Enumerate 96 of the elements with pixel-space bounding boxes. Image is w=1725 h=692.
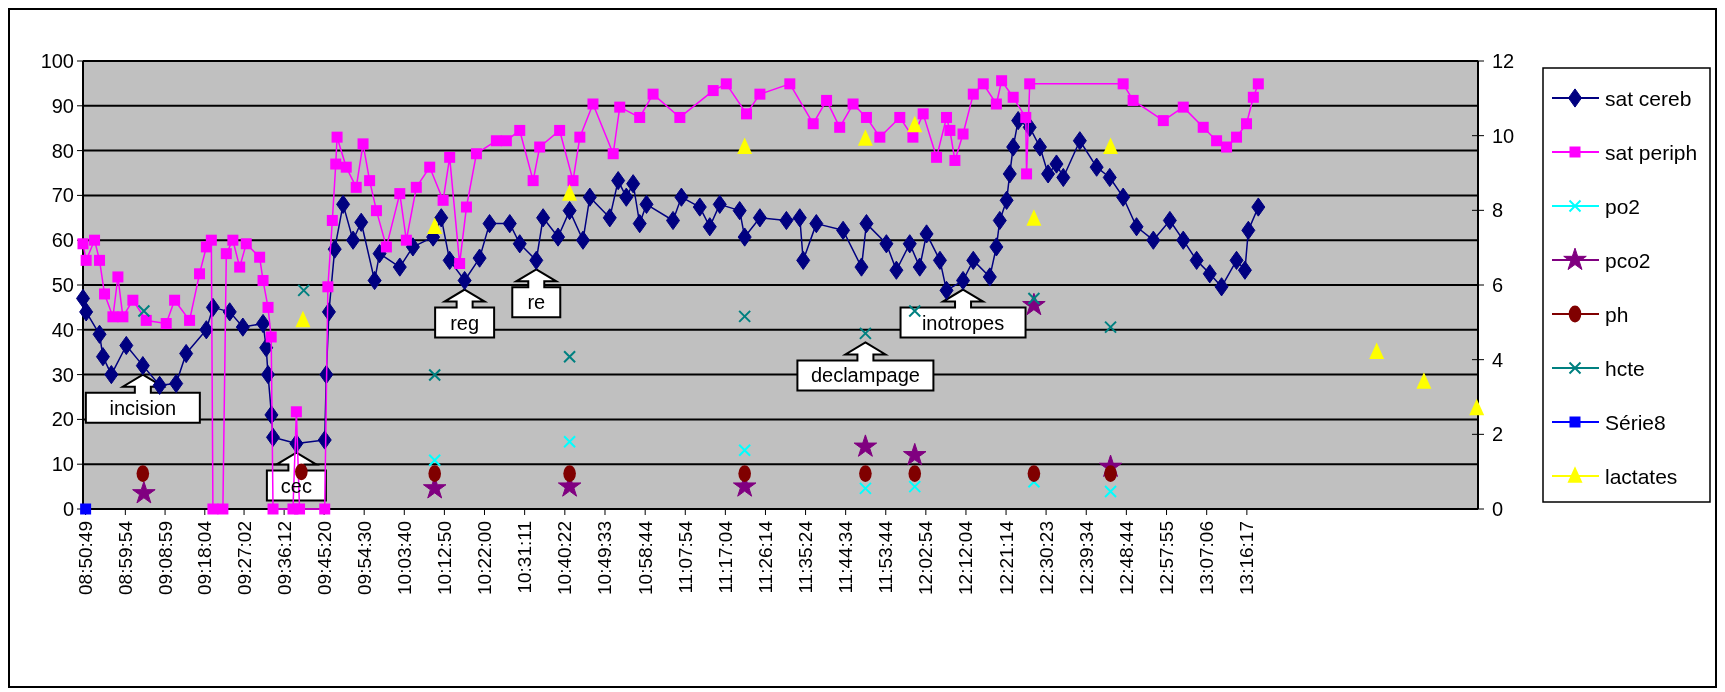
y-tick-label: 100 (40, 50, 74, 72)
y2-tick-label: 0 (1492, 498, 1504, 520)
x-tick-label: 09:45:20 (313, 521, 335, 595)
y-tick-label: 70 (51, 184, 74, 207)
x-tick-label: 10:31:11 (514, 521, 536, 594)
y-tick-label: 30 (51, 363, 74, 386)
point (563, 465, 576, 483)
x-tick-label: 11:44:34 (835, 520, 857, 594)
annotation: declampage (810, 364, 920, 387)
x-tick-label: 11:26:14 (754, 520, 776, 594)
x-tick-label: 10:40:22 (554, 521, 576, 595)
legend-label: Série8 (1605, 410, 1666, 434)
point (427, 217, 443, 234)
point (1416, 372, 1432, 389)
x-tick-label: 10:12:50 (433, 521, 455, 595)
x-tick-label: 11:07:54 (674, 520, 696, 594)
x-tick-label: 09:27:02 (233, 521, 255, 595)
legend-label: ph (1605, 302, 1629, 326)
x-tick-label: 13:16:17 (1236, 521, 1258, 595)
x-tick-label: 12:48:44 (1115, 520, 1137, 595)
annotation: re (527, 291, 546, 314)
x-tick-label: 12:21:14 (995, 520, 1017, 595)
point (859, 465, 872, 483)
x-tick-label: 08:50:49 (75, 521, 97, 595)
x-tick-label: 12:39:34 (1075, 520, 1097, 595)
annotation: inotropes (921, 311, 1005, 334)
x-tick-label: 09:36:12 (273, 521, 295, 595)
point (853, 434, 878, 457)
y2-tick-label: 2 (1492, 423, 1504, 446)
x-tick-label: 09:08:59 (154, 521, 176, 595)
point (562, 184, 578, 201)
legend-label: po2 (1605, 194, 1641, 218)
point (857, 129, 873, 146)
x-tick-label: 12:57:55 (1156, 521, 1178, 595)
legend-label: sat cereb (1605, 86, 1692, 110)
y-tick-label: 60 (51, 229, 74, 252)
point (1369, 342, 1385, 359)
legend-label: sat periph (1605, 140, 1698, 164)
point (1104, 485, 1118, 499)
x-tick-label: 11:35:24 (795, 520, 817, 594)
x-tick-label: 12:12:04 (955, 520, 977, 595)
point (1026, 209, 1042, 226)
point (297, 283, 311, 297)
y2-tick-label: 12 (1492, 50, 1515, 72)
point (137, 304, 151, 318)
y-tick-label: 40 (51, 318, 74, 341)
point (428, 465, 441, 483)
point (1104, 320, 1118, 334)
point (738, 443, 752, 457)
point (563, 435, 577, 449)
x-tick-label: 13:07:06 (1196, 521, 1218, 595)
y-tick-label: 90 (51, 94, 74, 117)
point (428, 368, 442, 382)
y2-tick-label: 6 (1492, 274, 1504, 296)
point (563, 350, 577, 364)
point (908, 480, 922, 494)
x-tick-label: 09:54:30 (353, 521, 375, 595)
y2-tick-label: 10 (1492, 124, 1515, 147)
y2-tick-label: 4 (1492, 348, 1504, 371)
legend-label: lactates (1605, 464, 1678, 488)
point (738, 465, 751, 483)
point (295, 310, 311, 328)
x-tick-label: 10:49:33 (594, 521, 616, 595)
y-tick-label: 80 (51, 139, 74, 162)
y-tick-label: 10 (51, 453, 74, 476)
x-tick-label: 09:18:04 (194, 520, 216, 595)
point (738, 309, 752, 323)
point (1469, 398, 1485, 416)
point (907, 115, 923, 133)
y2-tick-label: 8 (1492, 199, 1504, 222)
point (908, 465, 922, 483)
x-tick-label: 10:03:40 (393, 521, 415, 595)
point (132, 480, 156, 504)
legend-label: hcte (1605, 356, 1645, 380)
annotation: incision (109, 396, 177, 419)
x-tick-label: 12:02:54 (915, 520, 937, 595)
point (1103, 137, 1119, 154)
point (908, 304, 922, 318)
point (136, 465, 150, 483)
point (858, 481, 872, 495)
x-tick-label: 12:30:23 (1035, 521, 1057, 595)
point (737, 137, 753, 154)
y-tick-label: 50 (51, 274, 74, 296)
y-tick-label: 0 (62, 498, 74, 520)
x-tick-label: 11:53:44 (875, 520, 897, 594)
x-tick-label: 11:17:04 (714, 520, 736, 594)
legend-label: pco2 (1605, 248, 1651, 272)
point (902, 442, 927, 466)
y-tick-label: 20 (51, 408, 74, 431)
point (1027, 465, 1041, 483)
x-tick-label: 10:22:00 (473, 521, 495, 595)
x-tick-label: 08:59:54 (114, 520, 136, 595)
annotation: reg (450, 311, 480, 334)
point (428, 453, 442, 467)
x-tick-label: 10:58:44 (634, 520, 656, 595)
point (858, 326, 872, 340)
